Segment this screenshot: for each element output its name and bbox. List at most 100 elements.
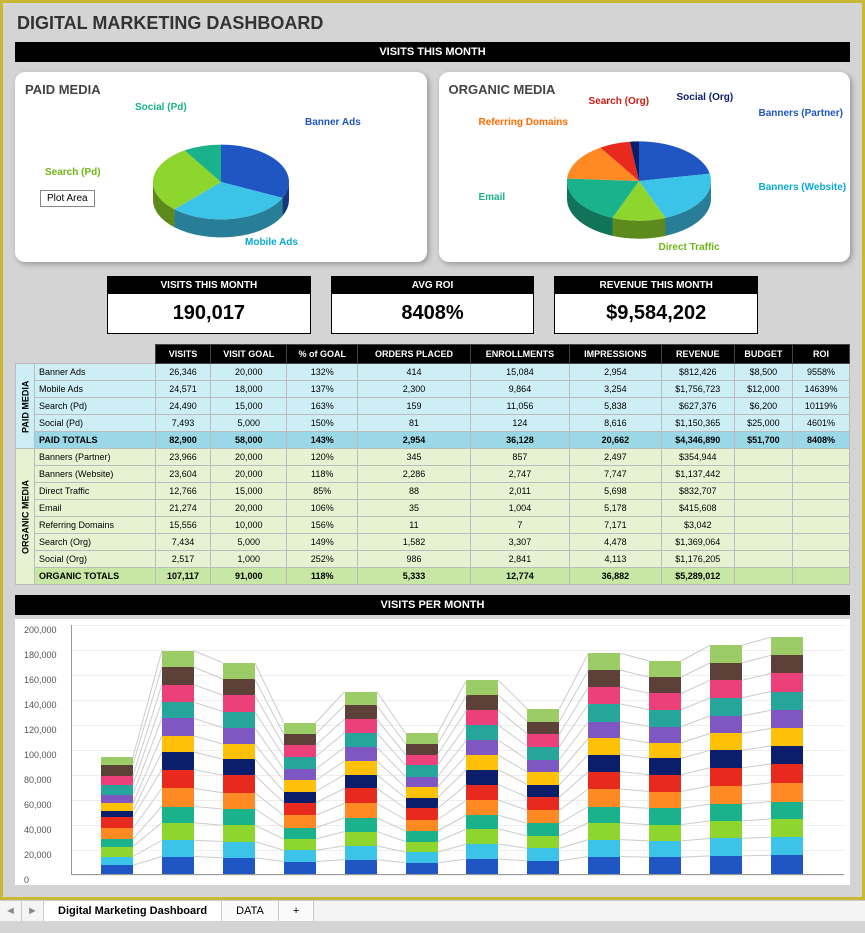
kpi-label: VISITS THIS MONTH — [108, 277, 310, 294]
bar-segment — [345, 818, 377, 832]
table-row: Banners (Website)23,60420,000118%2,2862,… — [16, 466, 850, 483]
bar-segment — [649, 775, 681, 792]
bar-segment — [284, 745, 316, 756]
table-cell: $812,426 — [661, 364, 734, 381]
table-cell: 107,117 — [155, 568, 211, 585]
bar-column — [527, 709, 559, 874]
bar-segment — [284, 839, 316, 850]
kpi-label: REVENUE THIS MONTH — [555, 277, 757, 294]
table-cell: 857 — [470, 449, 570, 466]
bar-segment — [588, 687, 620, 704]
bar-column — [710, 645, 742, 874]
table-cell: 4,478 — [570, 534, 661, 551]
table-cell: 5,698 — [570, 483, 661, 500]
table-cell: 143% — [287, 432, 358, 449]
row-group-label: PAID MEDIA — [16, 364, 35, 449]
bar-segment — [223, 695, 255, 711]
table-cell: 1,000 — [211, 551, 287, 568]
y-axis-tick: 20,000 — [24, 850, 52, 860]
bar-segment — [649, 677, 681, 693]
table-cell: 137% — [287, 381, 358, 398]
pie-slice-label: Referring Domains — [479, 117, 568, 128]
table-cell: 3,307 — [470, 534, 570, 551]
tab-prev-icon[interactable]: ◄ — [0, 901, 22, 921]
table-header: VISIT GOAL — [211, 345, 287, 364]
pie-slice-label: Banners (Partner) — [759, 108, 843, 119]
bar-segment — [588, 704, 620, 722]
bar-segment — [527, 810, 559, 823]
table-cell: 5,333 — [358, 568, 470, 585]
table-cell: $1,369,064 — [661, 534, 734, 551]
tab-next-icon[interactable]: ► — [22, 901, 44, 921]
bar-segment — [710, 838, 742, 856]
tab-dashboard[interactable]: Digital Marketing Dashboard — [44, 901, 222, 921]
table-cell: 10,000 — [211, 517, 287, 534]
bar-segment — [162, 807, 194, 823]
bar-segment — [345, 775, 377, 789]
table-cell — [793, 483, 850, 500]
table-cell: 82,900 — [155, 432, 211, 449]
bar-segment — [284, 862, 316, 875]
bar-segment — [162, 685, 194, 703]
bar-segment — [649, 693, 681, 709]
table-cell: 4,113 — [570, 551, 661, 568]
table-cell: $627,376 — [661, 398, 734, 415]
table-header: REVENUE — [661, 345, 734, 364]
bar-segment — [588, 722, 620, 739]
bar-segment — [284, 792, 316, 803]
bar-segment — [345, 860, 377, 874]
table-cell: $832,707 — [661, 483, 734, 500]
organic-media-pie-card: ORGANIC MEDIA Banners (Partner)Banners (… — [439, 72, 851, 262]
bar-segment — [345, 733, 377, 747]
bar-segment — [466, 710, 498, 725]
table-cell: 2,497 — [570, 449, 661, 466]
table-cell: Banners (Partner) — [35, 449, 156, 466]
bar-segment — [223, 842, 255, 858]
table-cell: 3,254 — [570, 381, 661, 398]
table-cell: $25,000 — [734, 415, 792, 432]
table-cell — [734, 551, 792, 568]
table-cell: 414 — [358, 364, 470, 381]
table-cell: 252% — [287, 551, 358, 568]
pie-slice-label: Social (Org) — [677, 92, 734, 103]
bar-segment — [162, 718, 194, 736]
bar-segment — [101, 795, 133, 804]
table-cell: $3,042 — [661, 517, 734, 534]
bar-segment — [406, 808, 438, 819]
table-header: ROI — [793, 345, 850, 364]
table-row: ORGANIC TOTALS107,11791,000118%5,33312,7… — [16, 568, 850, 585]
bar-segment — [588, 823, 620, 840]
pie-slice-label: Email — [479, 192, 506, 203]
bar-segment — [771, 802, 803, 820]
bar-segment — [649, 857, 681, 874]
tab-data[interactable]: DATA — [222, 901, 279, 921]
table-cell — [734, 483, 792, 500]
table-cell: 2,954 — [358, 432, 470, 449]
table-cell: 21,274 — [155, 500, 211, 517]
bar-segment — [588, 653, 620, 670]
bar-segment — [345, 761, 377, 775]
kpi-value: $9,584,202 — [555, 294, 757, 333]
bar-segment — [345, 788, 377, 803]
bar-segment — [771, 637, 803, 655]
table-cell: 163% — [287, 398, 358, 415]
bar-segment — [710, 804, 742, 821]
table-header: IMPRESSIONS — [570, 345, 661, 364]
bar-segment — [223, 679, 255, 695]
bar-segment — [649, 661, 681, 677]
table-row: PAID TOTALS82,90058,000143%2,95436,12820… — [16, 432, 850, 449]
tab-add[interactable]: + — [279, 901, 314, 921]
table-cell: 15,556 — [155, 517, 211, 534]
table-cell: 149% — [287, 534, 358, 551]
bar-segment — [101, 828, 133, 839]
bar-segment — [345, 719, 377, 733]
bar-segment — [527, 722, 559, 735]
table-header: ENROLLMENTS — [470, 345, 570, 364]
table-cell: 26,346 — [155, 364, 211, 381]
bar-segment — [406, 831, 438, 842]
bar-column — [223, 663, 255, 874]
bar-segment — [101, 765, 133, 776]
bar-segment — [527, 797, 559, 810]
bar-segment — [649, 758, 681, 774]
bar-column — [345, 692, 377, 875]
